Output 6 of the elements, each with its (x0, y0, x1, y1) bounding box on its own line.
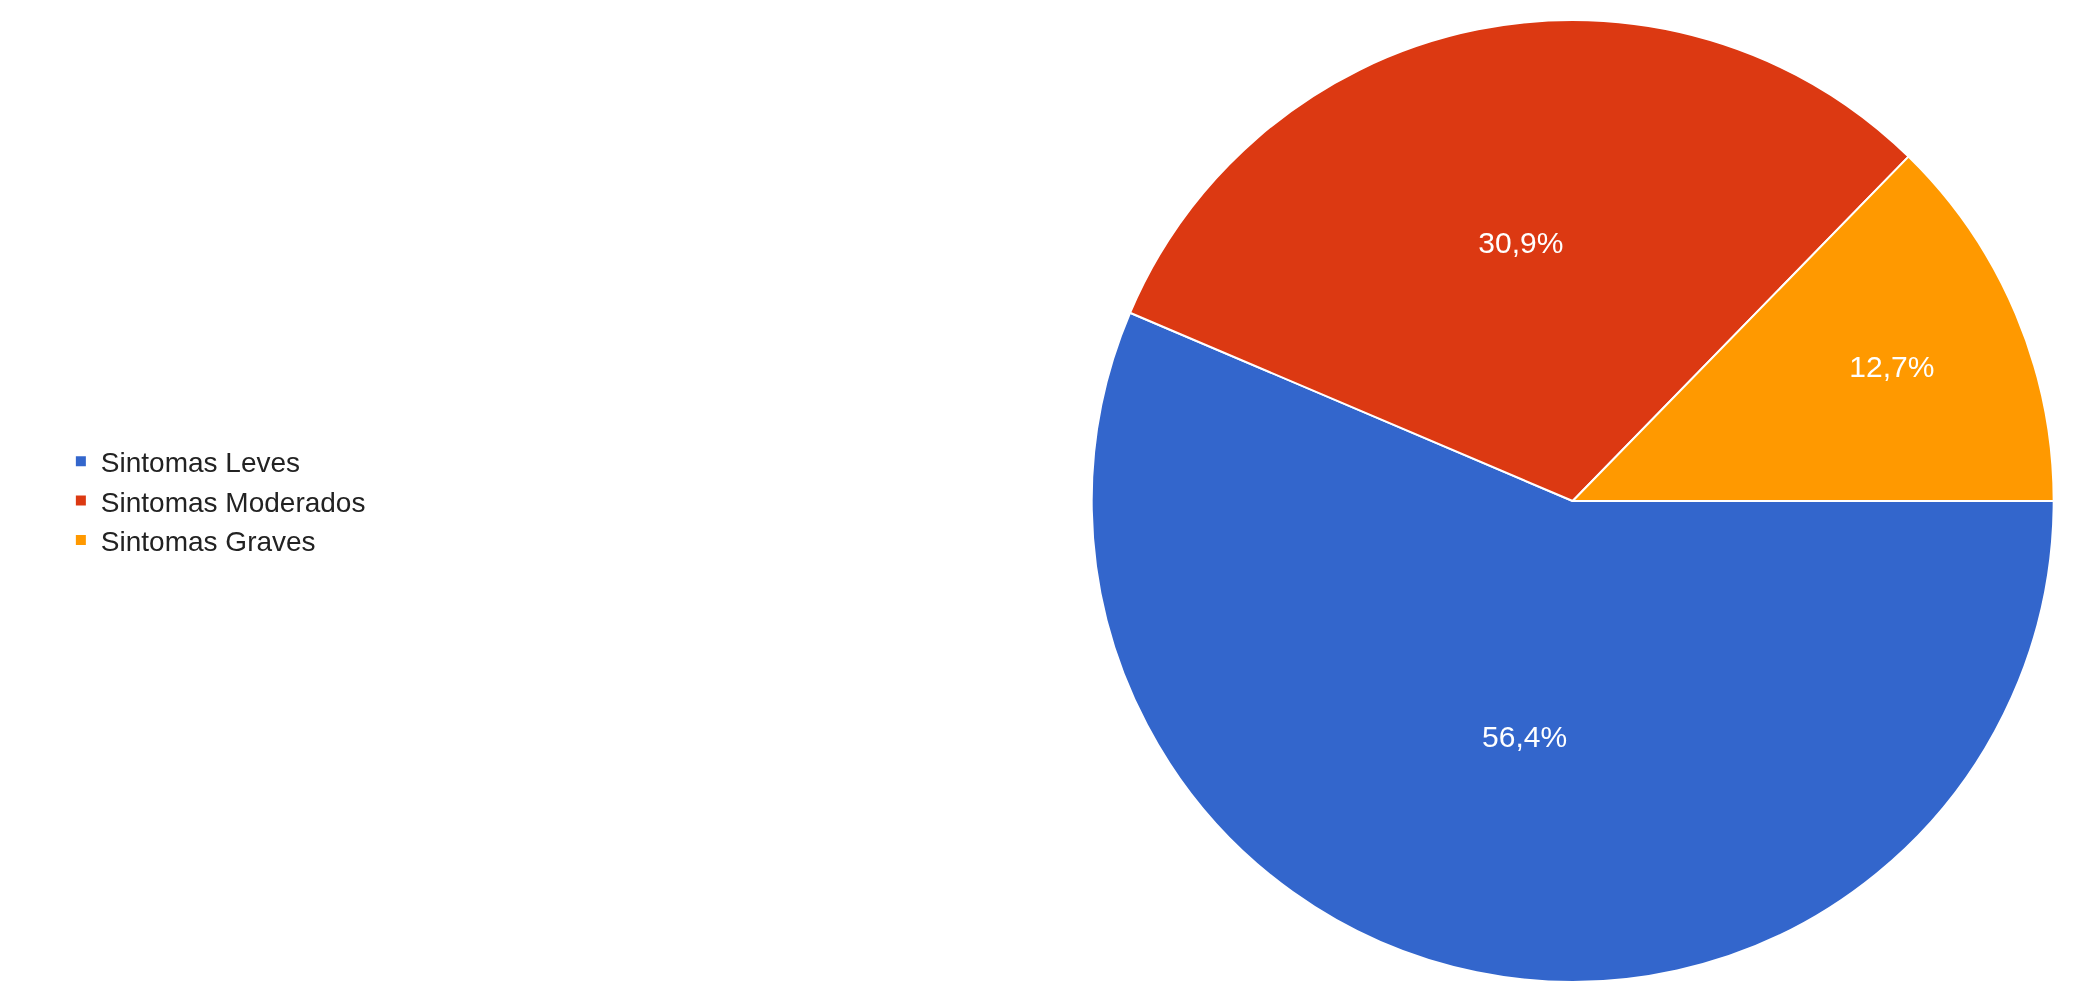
legend-label: Sintomas Graves (100, 525, 316, 557)
data-label: 56,4% (1482, 720, 1568, 754)
data-label: 30,9% (1478, 226, 1564, 260)
legend-label: Sintomas Moderados (100, 486, 366, 518)
data-label: 12,7% (1849, 349, 1935, 383)
legend-label: Sintomas Leves (100, 447, 301, 479)
